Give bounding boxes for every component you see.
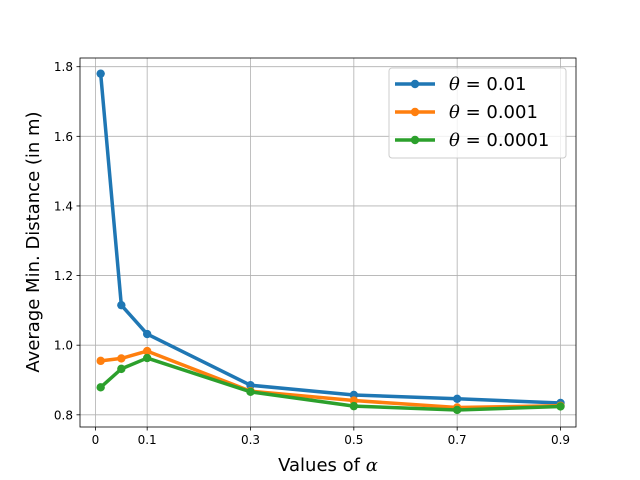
x-tick-label: 0.5: [344, 433, 363, 447]
data-point: [452, 405, 462, 415]
legend-label: θ = 0.001: [449, 102, 538, 123]
data-point: [452, 394, 462, 404]
y-tick-label: 1.4: [54, 199, 73, 213]
legend: θ = 0.01 θ = 0.001 θ = 0.0001: [388, 67, 567, 159]
legend-entry: θ = 0.001: [395, 102, 538, 123]
legend-label: θ = 0.0001: [449, 130, 549, 151]
legend-marker: [410, 135, 420, 145]
x-axis-label: Values of α: [278, 455, 378, 476]
y-tick-label: 1.6: [54, 130, 73, 144]
data-point: [556, 402, 565, 411]
x-tick-label: 0.7: [448, 433, 467, 447]
data-point: [117, 354, 126, 363]
y-tick-label: 0.8: [54, 408, 73, 422]
data-point: [142, 346, 152, 356]
y-tick-label: 1.0: [54, 339, 73, 353]
x-tick-label: 0.3: [241, 433, 260, 447]
y-tick-label: 1.8: [54, 60, 73, 74]
x-tick-label: 0.1: [138, 433, 157, 447]
legend-marker: [410, 79, 420, 89]
data-point: [96, 356, 105, 366]
legend-entry: θ = 0.01: [395, 74, 526, 95]
data-point: [142, 353, 152, 363]
data-point: [246, 381, 255, 390]
legend-marker: [410, 107, 420, 117]
data-point: [117, 300, 126, 310]
plot-frame: [79, 57, 577, 428]
y-tick-label: 1.2: [54, 269, 73, 283]
data-point: [96, 69, 105, 78]
data-point: [246, 387, 255, 397]
legend-label: θ = 0.01: [449, 74, 526, 95]
axes: 0 0.1 0.3 0.5 0.7 0.9 0.8 1.0 1.2 1.4 1.6 1.8: [54, 57, 577, 447]
legend-box: [388, 67, 567, 159]
x-tick-label: 0.9: [551, 433, 570, 447]
data-point: [117, 364, 126, 374]
series-layer: [96, 69, 565, 415]
data-point: [142, 329, 152, 339]
data-point: [96, 383, 105, 392]
data-point: [349, 401, 359, 411]
x-tick-label: 0: [92, 433, 100, 447]
legend-entry: θ = 0.0001: [395, 130, 549, 151]
series-3: [96, 353, 565, 415]
y-axis-label: Average Min. Distance (in m): [23, 111, 44, 372]
